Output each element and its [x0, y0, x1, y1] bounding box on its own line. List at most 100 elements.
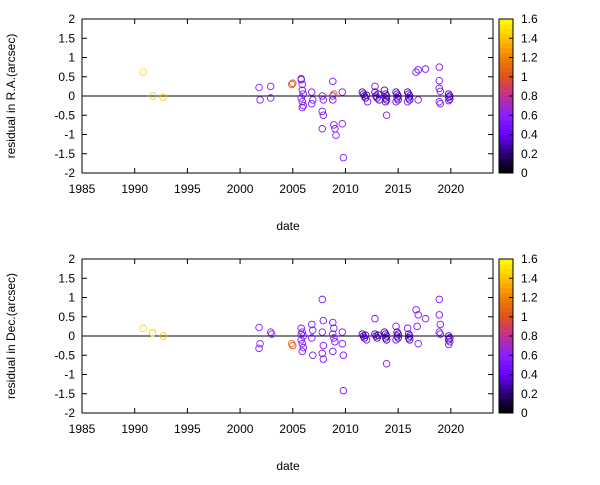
dec-data-point — [358, 330, 367, 338]
ra-data-point — [381, 90, 390, 98]
ra-data-point — [297, 94, 305, 102]
dec-data-point — [403, 324, 412, 333]
dec-data-point — [266, 328, 275, 336]
ra-data-point — [403, 88, 412, 96]
dec-colorbar-band — [499, 297, 513, 303]
ra-data-point — [139, 68, 147, 76]
ra-data-point — [338, 119, 347, 128]
dec-colorbar-band — [499, 307, 513, 313]
ra-data-point — [329, 77, 337, 86]
ra-colorbar-band — [499, 91, 513, 97]
dec-data-point — [318, 328, 327, 336]
ra-colorbar-band — [499, 153, 513, 159]
dec-data-point — [412, 306, 420, 314]
dec-data-point — [414, 311, 422, 319]
ra-data-point — [414, 66, 422, 74]
dec-x-tick-label: 2015 — [385, 422, 412, 436]
ra-data-point — [412, 68, 420, 76]
dec-y-tick-label: -1.5 — [54, 387, 75, 401]
ra-y-tick-label: 2 — [68, 12, 75, 26]
ra-data-point — [329, 92, 337, 100]
ra-data-point — [446, 92, 454, 100]
dec-colorbar-band — [499, 283, 513, 289]
dec-colorbar-band — [499, 336, 513, 342]
ra-colorbar-band — [499, 120, 513, 126]
dec-data-point — [299, 343, 308, 352]
dec-data-point — [298, 328, 307, 336]
ra-x-tick-label: 2020 — [437, 182, 464, 196]
dec-data-point — [381, 334, 390, 342]
dec-data-point — [361, 331, 370, 339]
dec-data-point — [435, 295, 444, 304]
ra-data-point — [373, 94, 381, 102]
ra-data-point — [309, 96, 317, 104]
dec-colorbar-band — [499, 263, 513, 269]
ra-data-point — [266, 94, 275, 102]
ra-data-point — [318, 92, 327, 100]
ra-data-point — [435, 84, 444, 93]
ra-x-tick-label: 2005 — [279, 182, 306, 196]
dec-data-point — [362, 336, 371, 344]
dec-colorbar-tick-label: 1.6 — [521, 252, 538, 266]
dec-x-tick-label: 2000 — [227, 422, 254, 436]
ra-colorbar-band — [499, 28, 513, 34]
ra-data-point — [435, 98, 444, 106]
ra-colorbar-band — [499, 86, 513, 92]
ra-colorbar-band — [499, 43, 513, 49]
dec-colorbar-band — [499, 287, 513, 293]
dec-data-point — [392, 322, 400, 331]
dec-data-point — [413, 322, 421, 331]
dec-data-point — [339, 386, 348, 395]
dec-colorbar-band — [499, 364, 513, 370]
dec-colorbar-tick-label: 0.2 — [521, 387, 538, 401]
ra-colorbar-band — [499, 148, 513, 155]
ra-colorbar-band — [499, 19, 513, 25]
dec-y-tick-label: 0 — [68, 329, 75, 343]
dec-colorbar-tick-label: 0.6 — [521, 348, 538, 362]
ra-colorbar-band — [499, 96, 513, 102]
ra-data-point — [319, 111, 328, 119]
ra-data-point — [414, 96, 422, 104]
dec-data-point — [256, 339, 264, 348]
dec-data-point — [307, 334, 316, 342]
ra-data-point — [392, 98, 400, 106]
ra-data-point — [444, 96, 453, 105]
ra-y-tick-label: -1.5 — [54, 147, 75, 161]
ra-colorbar-band — [499, 81, 513, 87]
ra-colorbar-tick-label: 1.4 — [521, 31, 538, 45]
ra-data-point — [393, 90, 401, 98]
dec-data-point — [319, 341, 328, 350]
dec-data-point — [318, 295, 327, 304]
ra-colorbar-band — [499, 115, 513, 121]
dec-data-point — [329, 330, 337, 338]
ra-data-point — [371, 82, 379, 91]
ra-data-point — [287, 80, 296, 89]
dec-y-tick-label: 1.5 — [58, 271, 75, 285]
ra-data-point — [374, 90, 382, 98]
dec-data-point — [148, 329, 157, 337]
dec-colorbar-band — [499, 393, 513, 399]
dec-y-tick-label: 0.5 — [58, 310, 75, 324]
ra-data-point — [159, 93, 167, 101]
dec-data-point — [394, 334, 402, 342]
dec-data-point — [444, 332, 453, 340]
dec-colorbar-band — [499, 379, 513, 385]
dec-data-point — [393, 332, 401, 340]
ra-data-point — [330, 90, 338, 98]
dec-x-tick-label: 1985 — [69, 422, 96, 436]
ra-x-tick-label: 1985 — [69, 182, 96, 196]
ra-colorbar-tick-label: 0.2 — [521, 147, 538, 161]
dec-colorbar-band — [499, 360, 513, 366]
ra-colorbar-tick-label: 1 — [521, 70, 528, 84]
ra-data-point — [405, 96, 414, 104]
ra-data-point — [299, 90, 308, 98]
dec-colorbar-band — [499, 369, 513, 375]
dec-data-point — [339, 351, 348, 360]
ra-colorbar-band — [499, 139, 513, 145]
dec-data-point — [307, 320, 316, 329]
dec-x-tick-label: 2010 — [332, 422, 359, 436]
dec-data-point — [255, 344, 263, 353]
dec-colorbar-band — [499, 302, 513, 308]
ra-data-point — [319, 96, 328, 104]
dec-data-point — [139, 324, 147, 333]
